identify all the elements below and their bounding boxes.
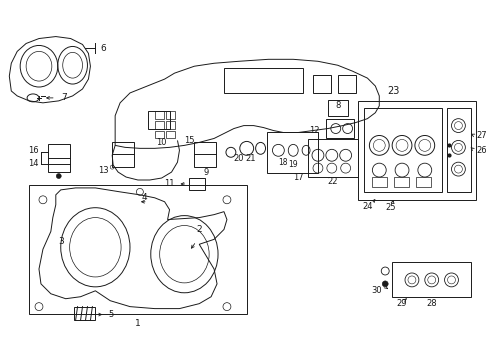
Bar bbox=[224, 68, 303, 93]
Text: 30: 30 bbox=[371, 286, 382, 295]
Text: 17: 17 bbox=[292, 172, 303, 181]
Bar bbox=[194, 143, 216, 167]
Bar bbox=[371, 177, 386, 187]
Text: 14: 14 bbox=[28, 159, 39, 168]
Bar bbox=[391, 262, 470, 297]
Text: 12: 12 bbox=[309, 126, 319, 135]
Text: 1: 1 bbox=[135, 319, 141, 328]
Bar bbox=[337, 75, 355, 93]
Bar bbox=[446, 108, 470, 192]
Bar bbox=[327, 100, 347, 116]
Text: 5: 5 bbox=[108, 310, 113, 319]
Bar bbox=[74, 307, 95, 320]
Text: 20: 20 bbox=[233, 154, 244, 163]
Text: 26: 26 bbox=[475, 146, 486, 155]
Text: 18: 18 bbox=[278, 158, 287, 167]
Text: 2: 2 bbox=[196, 225, 202, 234]
Bar bbox=[154, 131, 163, 139]
Text: 4: 4 bbox=[142, 193, 147, 202]
Text: 15: 15 bbox=[184, 136, 195, 145]
Text: 21: 21 bbox=[245, 154, 255, 163]
Bar bbox=[165, 131, 174, 139]
Bar bbox=[165, 121, 174, 129]
Text: 19: 19 bbox=[288, 160, 297, 169]
Bar bbox=[147, 111, 169, 129]
Text: 10: 10 bbox=[156, 138, 166, 147]
Text: 8: 8 bbox=[334, 101, 340, 110]
Bar bbox=[112, 143, 134, 167]
Bar bbox=[165, 111, 174, 119]
Text: 7: 7 bbox=[61, 93, 66, 102]
Text: 25: 25 bbox=[384, 203, 395, 212]
Text: 28: 28 bbox=[426, 299, 436, 308]
Bar bbox=[48, 144, 69, 172]
Text: 3: 3 bbox=[58, 237, 63, 246]
Text: 27: 27 bbox=[475, 131, 486, 140]
Text: 29: 29 bbox=[396, 299, 407, 308]
Circle shape bbox=[382, 281, 387, 287]
Bar bbox=[29, 185, 246, 314]
Text: 11: 11 bbox=[163, 179, 174, 188]
Text: 24: 24 bbox=[362, 202, 372, 211]
Bar bbox=[364, 108, 441, 192]
Text: 13: 13 bbox=[98, 166, 108, 175]
Circle shape bbox=[56, 174, 61, 179]
Text: 6: 6 bbox=[100, 44, 106, 53]
Text: 9: 9 bbox=[203, 168, 208, 177]
Text: 16: 16 bbox=[28, 146, 39, 155]
Bar bbox=[266, 131, 317, 173]
Bar bbox=[154, 111, 163, 119]
Bar bbox=[154, 121, 163, 129]
Bar bbox=[415, 177, 430, 187]
Text: 23: 23 bbox=[386, 86, 399, 96]
Bar bbox=[312, 75, 330, 93]
Bar bbox=[189, 178, 205, 190]
Bar bbox=[325, 119, 353, 139]
Bar bbox=[307, 139, 357, 177]
Bar bbox=[357, 101, 475, 200]
Text: 22: 22 bbox=[327, 177, 337, 186]
Bar bbox=[393, 177, 408, 187]
